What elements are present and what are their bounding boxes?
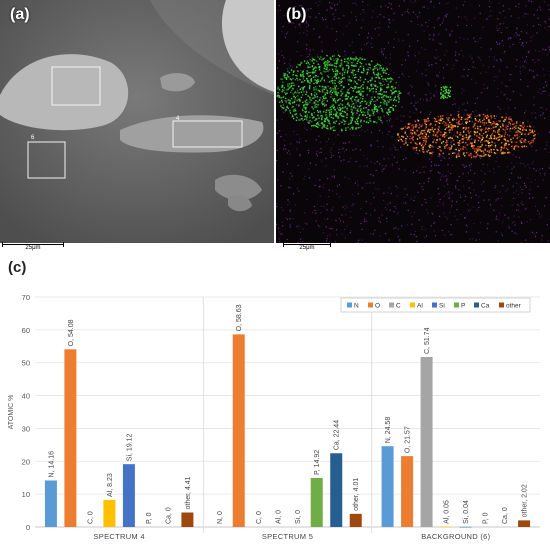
eds-map (276, 0, 550, 243)
x-category-label: SPECTRUM 5 (262, 532, 313, 541)
legend-label-al: Al (417, 303, 423, 310)
bar-c-3 (421, 357, 433, 527)
x-category-label: BACKGROUND (6) (421, 532, 490, 541)
data-label: other, 2.02 (522, 484, 529, 517)
data-label: P, 14.92 (314, 450, 321, 475)
y-tick-label: 40 (22, 392, 30, 401)
sem-image: 4 6 (0, 0, 274, 243)
bar-si-1 (123, 464, 135, 527)
scale-bar-a-label: 25μm (2, 245, 64, 251)
data-label: Ca, 0 (165, 507, 172, 524)
legend: N O C Al Si P Ca other (341, 298, 530, 312)
x-category-label: SPECTRUM 4 (93, 532, 144, 541)
legend-label-n: N (354, 303, 359, 310)
panel-b-label: (b) (286, 6, 306, 24)
bar-p-2 (311, 478, 323, 527)
data-label: N, 14.16 (48, 451, 55, 478)
panel-c-label: (c) (8, 259, 26, 276)
legend-label-ca: Ca (481, 303, 490, 310)
legend-swatch-o (368, 303, 373, 308)
y-tick-label: 50 (22, 359, 30, 368)
data-label: O, 54.08 (68, 319, 75, 346)
y-tick-label: 10 (22, 490, 30, 499)
atomic-percent-chart: 0 10 20 30 40 50 60 70 ATOMIC % SPECTRUM 4 N, 14.1… (0, 285, 550, 547)
data-label: C, 0 (256, 511, 263, 524)
data-label: O, 58.63 (236, 304, 243, 331)
bar-other-2 (350, 514, 362, 527)
y-tick-label: 30 (22, 424, 30, 433)
data-label: N, 0 (217, 511, 224, 524)
data-label: other, 4.01 (353, 478, 360, 511)
legend-swatch-p (454, 303, 459, 308)
legend-label-other: other (506, 303, 522, 310)
data-label: N, 24.58 (385, 417, 392, 444)
eds-map-panel: (b) (276, 0, 550, 243)
data-label: Si, 0 (295, 510, 302, 524)
bar-other-3 (518, 520, 530, 527)
legend-swatch-other (499, 303, 504, 308)
legend-label-o: O (375, 303, 380, 310)
sem-image-panel: 4 6 (a) (0, 0, 274, 243)
data-label: C, 0 (87, 511, 94, 524)
y-tick-label: 70 (22, 293, 30, 302)
scale-bar-a: 25μm (2, 242, 64, 256)
data-label: C, 51.74 (424, 327, 431, 354)
scale-bar-b: 25μm (283, 242, 331, 256)
bar-n-3 (382, 446, 394, 527)
bar-si-3 (460, 527, 472, 528)
chart-svg: 0 10 20 30 40 50 60 70 ATOMIC % SPECTRUM 4 N, 14.1… (0, 285, 550, 547)
bar-al-1 (103, 500, 115, 527)
legend-swatch-c (389, 303, 394, 308)
bar-o-1 (64, 349, 76, 527)
data-label: Al, 0.05 (444, 500, 451, 524)
data-label: Al, 0 (275, 510, 282, 524)
data-label: O, 21.57 (405, 426, 412, 453)
bar-al-3 (440, 527, 452, 528)
legend-label-p: P (461, 303, 465, 310)
y-tick-label: 60 (22, 326, 30, 335)
bar-o-2 (233, 334, 245, 527)
legend-swatch-n (347, 303, 352, 308)
scale-bar-b-label: 25μm (283, 245, 331, 251)
y-tick-label: 20 (22, 457, 30, 466)
data-label: other, 4.41 (185, 476, 192, 509)
legend-swatch-si (432, 303, 437, 308)
data-label: P, 0 (483, 512, 490, 524)
data-label: Si, 0.04 (463, 500, 470, 524)
data-label: Al, 8.23 (107, 473, 114, 497)
bar-other-1 (181, 513, 193, 527)
data-label: P, 0 (146, 512, 153, 524)
bar-ca-2 (330, 453, 342, 527)
legend-swatch-al (410, 303, 415, 308)
data-label: Ca, 22.44 (334, 420, 341, 450)
data-label: Si, 19.12 (126, 433, 133, 461)
y-axis-title: ATOMIC % (8, 395, 15, 430)
bar-o-3 (401, 456, 413, 527)
legend-label-c: C (396, 303, 401, 310)
legend-label-si: Si (439, 303, 445, 310)
data-label: Ca, 0 (502, 507, 509, 524)
legend-swatch-ca (474, 303, 479, 308)
bar-n-1 (45, 480, 57, 527)
y-tick-label: 0 (26, 523, 30, 532)
panel-a-label: (a) (10, 6, 30, 24)
